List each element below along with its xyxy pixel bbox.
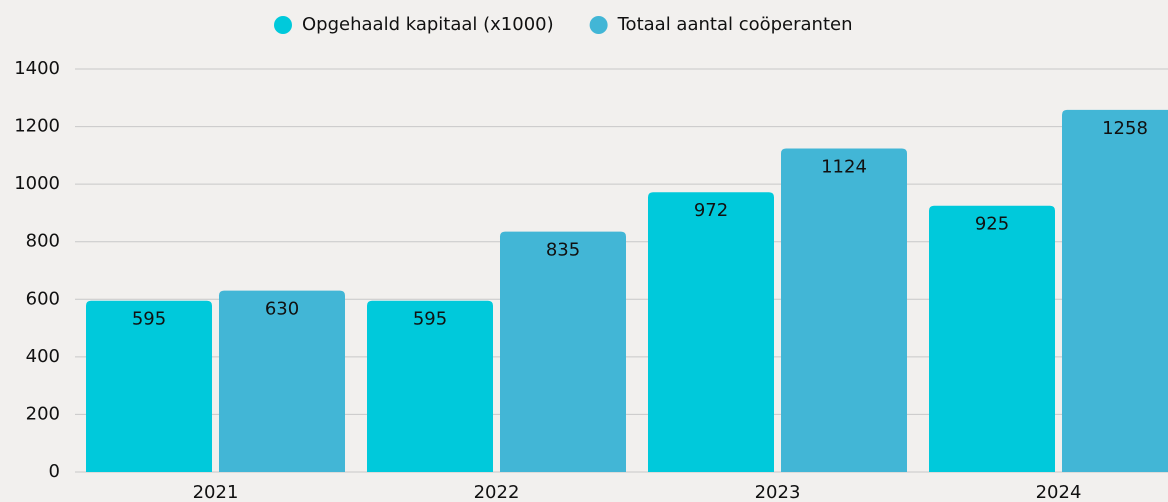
legend-swatch	[589, 16, 608, 34]
data-label: 972	[694, 200, 728, 221]
bar	[781, 148, 907, 472]
bar	[86, 300, 212, 472]
bar	[1062, 109, 1168, 472]
y-tick-label: 0	[49, 461, 60, 482]
x-tick-label: 2024	[1036, 482, 1082, 502]
data-label: 925	[975, 214, 1009, 235]
data-label: 1124	[821, 156, 867, 177]
data-label: 835	[546, 240, 580, 261]
legend-swatch	[274, 16, 292, 34]
y-tick-label: 1400	[14, 58, 60, 79]
bar	[648, 192, 774, 472]
data-label: 595	[413, 309, 447, 330]
data-label: 630	[265, 299, 299, 320]
x-tick-label: 2022	[474, 482, 520, 502]
y-tick-label: 600	[26, 288, 60, 309]
data-label: 1258	[1102, 118, 1148, 139]
data-label: 595	[132, 309, 166, 330]
x-tick-label: 2021	[193, 482, 239, 502]
y-tick-label: 800	[26, 231, 60, 252]
bar	[500, 231, 626, 472]
bar	[929, 205, 1055, 472]
legend-label: Opgehaald kapitaal (x1000)	[302, 14, 554, 35]
y-tick-label: 400	[26, 346, 60, 367]
bar	[367, 300, 493, 472]
y-tick-label: 200	[26, 403, 60, 424]
plot-area: 595 630 595 835 972 1124 925 1258	[86, 109, 1168, 472]
bar	[219, 290, 345, 472]
legend-label: Totaal aantal coöperanten	[617, 14, 853, 35]
y-tick-label: 1000	[14, 173, 60, 194]
x-tick-label: 2023	[755, 482, 801, 502]
y-tick-label: 1200	[14, 116, 60, 137]
